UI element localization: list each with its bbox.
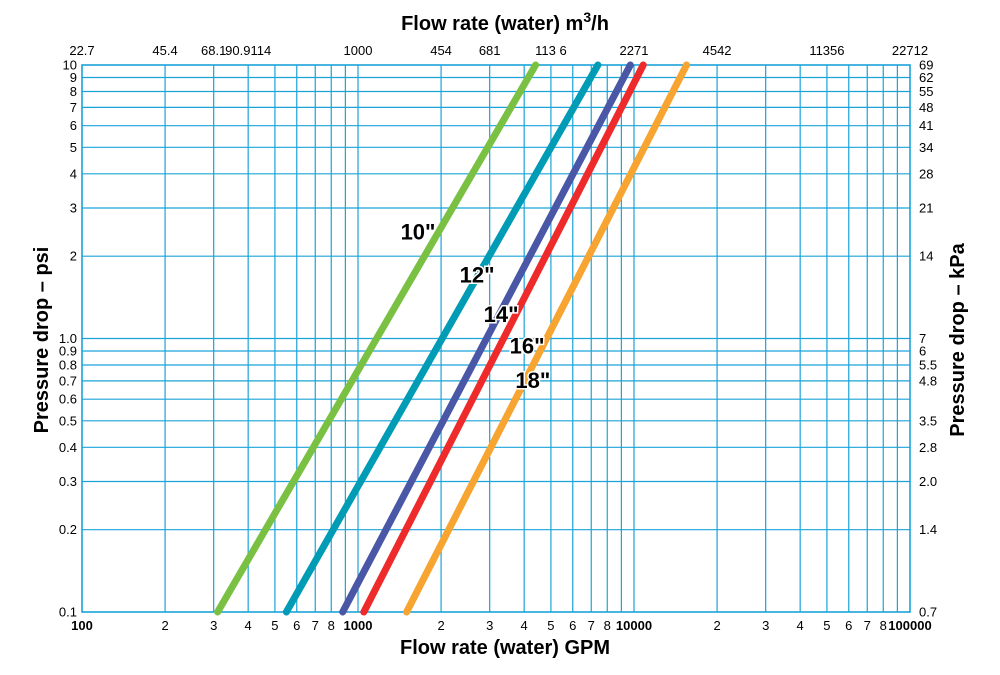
x-axis-title-bottom: Flow rate (water) GPM <box>400 637 610 659</box>
series-line-3 <box>339 61 634 616</box>
x-tick-label-bottom: 2 <box>713 618 720 633</box>
x-tick-label-bottom: 100000 <box>888 618 931 633</box>
series-label-5: 18" <box>515 368 550 393</box>
y-tick-label-left: 0.4 <box>59 440 77 455</box>
x-tick-label-bottom: 6 <box>845 618 852 633</box>
y-tick-label-right: 2.8 <box>919 440 937 455</box>
y-tick-label-right: 5.5 <box>919 358 937 373</box>
series-label-3: 14" <box>484 302 519 327</box>
y-tick-label-left: 6 <box>70 118 77 133</box>
y-tick-label-left: 9 <box>70 70 77 85</box>
x-tick-label-top: 11356 <box>809 43 844 58</box>
x-tick-label-bottom: 8 <box>328 618 335 633</box>
y-tick-label-left: 0.8 <box>59 358 77 373</box>
y-tick-label-left: 1.0 <box>59 331 77 346</box>
x-axis-title-top-superscript: 3 <box>583 9 591 25</box>
x-tick-label-bottom: 100 <box>71 618 93 633</box>
x-axis-title-top-unit: /h <box>591 13 609 35</box>
y-tick-label-left: 0.5 <box>59 413 77 428</box>
x-axis-title-top: Flow rate (water) m3/h <box>401 9 609 35</box>
y-tick-label-left: 0.1 <box>59 605 77 620</box>
x-tick-label-bottom: 3 <box>210 618 217 633</box>
y-tick-label-right: 48 <box>919 100 933 115</box>
x-tick-label-bottom: 4 <box>245 618 252 633</box>
y-tick-label-left: 0.2 <box>59 522 77 537</box>
y-tick-label-right: 21 <box>919 201 933 216</box>
x-tick-label-top: 1000 <box>344 43 373 58</box>
series-line-2 <box>282 61 602 616</box>
y-tick-label-right: 6 <box>919 344 926 359</box>
x-tick-label-top: 4542 <box>703 43 732 58</box>
x-tick-label-bottom: 5 <box>271 618 278 633</box>
y-tick-label-right: 1.4 <box>919 522 937 537</box>
x-tick-label-bottom: 10000 <box>616 618 652 633</box>
y-tick-label-left: 2 <box>70 249 77 264</box>
y-tick-label-left: 0.7 <box>59 373 77 388</box>
y-tick-label-left: 8 <box>70 84 77 99</box>
y-tick-label-right: 41 <box>919 118 933 133</box>
x-tick-label-bottom: 1000 <box>344 618 373 633</box>
x-tick-label-top: 454 <box>430 43 452 58</box>
x-tick-label-top: 22.7 <box>69 43 94 58</box>
y-axis-title-left: Pressure drop – psi <box>31 247 53 434</box>
x-tick-label-top: 90.9114 <box>225 43 271 58</box>
x-tick-label-bottom: 5 <box>547 618 554 633</box>
y-tick-label-left: 0.6 <box>59 392 77 407</box>
y-tick-label-right: 2.0 <box>919 474 937 489</box>
series-line-4 <box>360 61 647 616</box>
x-tick-label-bottom: 8 <box>604 618 611 633</box>
x-tick-label-bottom: 2 <box>437 618 444 633</box>
y-tick-label-right: 14 <box>919 249 933 264</box>
series-labels: 10" 12" 14" 16" 18" <box>399 218 552 394</box>
y-tick-label-left: 7 <box>70 100 77 115</box>
series-lines <box>214 61 691 616</box>
x-tick-label-top: 2271 <box>620 43 649 58</box>
x-tick-label-top: 45.4 <box>152 43 177 58</box>
x-tick-label-bottom: 6 <box>569 618 576 633</box>
series-label-2: 12" <box>460 263 495 288</box>
y-tick-label-right: 7 <box>919 331 926 346</box>
x-tick-label-top: 22712 <box>892 43 928 58</box>
y-tick-label-right: 3.5 <box>919 413 937 428</box>
x-tick-label-bottom: 7 <box>864 618 871 633</box>
series-line-5 <box>403 61 691 616</box>
x-axis-title-top-main: Flow rate (water) m <box>401 13 583 35</box>
y-tick-label-left: 4 <box>70 166 77 181</box>
x-tick-label-bottom: 4 <box>521 618 528 633</box>
series-label-4: 16" <box>510 334 545 359</box>
tick-labels: 100 2 3 4 5 6 7 8 1000 2 3 4 5 6 7 8 10000 2 3 4 5 6 7 8 1000002… <box>59 43 937 633</box>
y-tick-label-right: 69 <box>919 58 933 73</box>
x-tick-label-top: 681 <box>479 43 501 58</box>
y-tick-label-left: 10 <box>63 58 77 73</box>
x-tick-label-bottom: 7 <box>312 618 319 633</box>
x-tick-label-bottom: 5 <box>823 618 830 633</box>
y-tick-label-left: 3 <box>70 201 77 216</box>
x-tick-label-bottom: 8 <box>880 618 887 633</box>
x-tick-label-bottom: 2 <box>161 618 168 633</box>
x-tick-label-top: 68.1 <box>201 43 226 58</box>
x-tick-label-bottom: 6 <box>293 618 300 633</box>
x-tick-label-bottom: 4 <box>797 618 804 633</box>
y-tick-label-right: 55 <box>919 84 933 99</box>
plot-frame <box>81 64 911 613</box>
y-tick-label-right: 34 <box>919 140 933 155</box>
y-tick-label-right: 28 <box>919 166 933 181</box>
y-tick-label-right: 62 <box>919 70 933 85</box>
series-label-1: 10" <box>401 220 436 245</box>
x-tick-label-bottom: 3 <box>762 618 769 633</box>
x-tick-label-bottom: 7 <box>588 618 595 633</box>
y-tick-label-left: 0.3 <box>59 474 77 489</box>
x-tick-label-top: 113 6 <box>535 43 567 58</box>
y-tick-label-left: 0.9 <box>59 344 77 359</box>
y-tick-label-right: 0.7 <box>919 605 937 620</box>
y-tick-label-right: 4.8 <box>919 373 937 388</box>
x-tick-label-bottom: 3 <box>486 618 493 633</box>
y-tick-label-left: 5 <box>70 140 77 155</box>
grid <box>82 65 910 612</box>
series-line-1 <box>214 61 540 616</box>
y-axis-title-right: Pressure drop – kPa <box>947 242 969 436</box>
